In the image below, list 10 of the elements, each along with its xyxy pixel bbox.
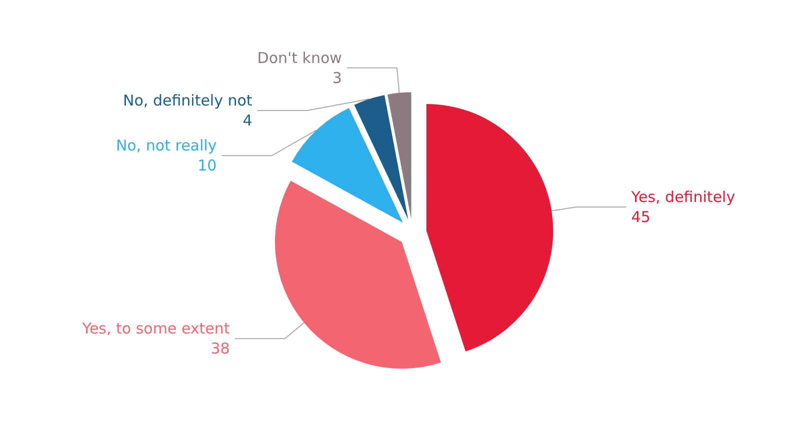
data-label: 3: [332, 68, 342, 87]
data-label: 45: [631, 208, 650, 226]
slice-label: No, definitely not: [123, 92, 252, 110]
data-label: 10: [198, 156, 217, 175]
data-label: 4: [242, 112, 252, 130]
slice-label: Yes, definitely: [630, 188, 736, 206]
slice-label: No, not really: [116, 136, 217, 155]
data-label: 38: [210, 340, 230, 358]
slice-label: Yes, to some extent: [81, 320, 230, 338]
slice-label: Don't know: [257, 48, 342, 67]
